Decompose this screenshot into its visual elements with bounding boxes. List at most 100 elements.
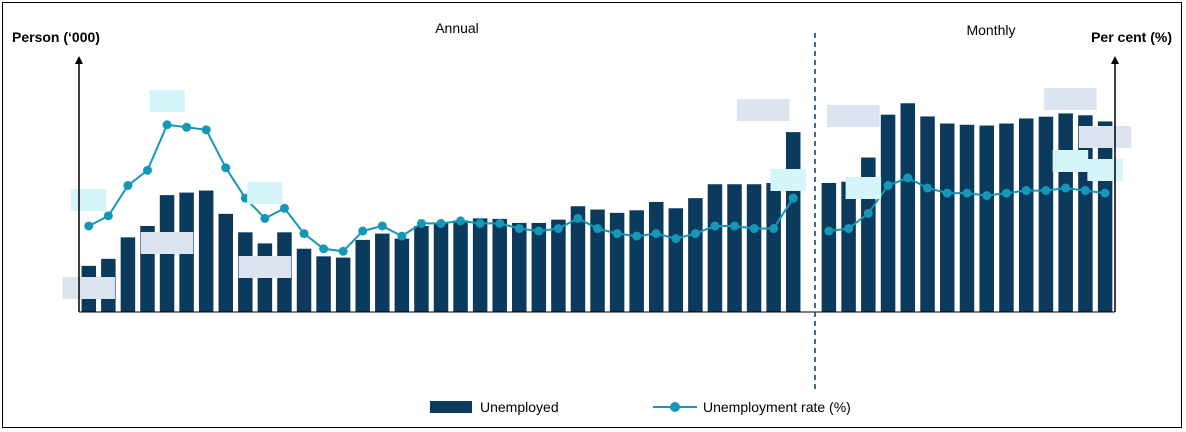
annual-rate-point [710,221,720,231]
monthly-rate-point [844,224,854,234]
monthly-rate-point [923,183,933,193]
annual-rate-point [456,216,466,226]
annual-bar [394,238,410,312]
annual-rate-point [632,231,642,241]
annual-bar [472,218,488,312]
monthly-rate-point [883,181,893,190]
legend-line-label: Unemployment rate (%) [703,399,851,415]
annual-rate-point [377,221,387,231]
annual-bar [375,233,390,312]
annual-rate-point [730,221,740,231]
monthly-rate-point [1021,186,1031,196]
annual-bar [609,212,625,312]
monthly-bar [920,116,935,312]
monthly-bar [1018,118,1034,312]
monthly-rate-point [824,226,834,236]
annual-bar [492,218,507,312]
legend-line-marker [670,402,680,412]
annual-bar [766,182,781,312]
monthly-bar [841,181,856,312]
annual-bar [727,184,742,312]
annual-bar [316,256,331,312]
bar-value-label-box [1044,88,1097,110]
annual-rate-point [553,224,563,234]
monthly-rate-point [1041,186,1051,196]
bar-value-label-box [736,99,790,121]
right-axis-title: Per cent (%) [1091,29,1172,45]
annual-rate-point [436,218,446,228]
annual-bar [629,210,644,312]
rate-value-label-box [71,189,107,211]
annual-rate-point [358,226,368,236]
rate-value-label-box [247,182,283,204]
annual-bar [551,219,566,312]
annual-rate-point [201,125,211,135]
annual-bar [785,132,801,312]
annual-rate-point [319,244,329,254]
monthly-bar [1058,113,1073,313]
annual-bar [335,257,351,312]
monthly-rate-point [1080,186,1090,196]
annual-rate-point [690,229,700,239]
annual-rate-point [612,229,622,239]
annual-rate-point [769,224,779,234]
annual-rate-point [514,224,524,234]
annual-rate-point [475,218,485,228]
annual-bar [590,209,605,312]
annual-bar [433,223,449,312]
annual-bar [355,239,370,312]
annual-bar [414,225,429,312]
rate-value-label-box [770,169,806,191]
monthly-rate-point [982,191,992,201]
monthly-rate-point [903,173,913,183]
rate-value-label-box [1087,159,1123,181]
monthly-bar [1038,116,1054,313]
monthly-bar [979,125,994,312]
monthly-rate-point [1061,183,1071,193]
annual-rate-point [142,165,152,175]
rate-value-label-box [1052,150,1089,172]
bar-value-label-box [238,256,292,278]
annual-rate-point [182,122,192,132]
monthly-rate-point [1100,188,1110,198]
annual-bar [531,222,547,312]
annual-rate-point [573,213,583,223]
monthly-rate-point [962,188,972,198]
annual-rate-point [397,231,407,241]
monthly-bar [821,182,837,312]
annual-rate-point [123,181,133,190]
annual-rate-point [103,211,113,221]
annual-bar [218,213,234,312]
annual-bar [512,222,527,312]
annual-rate-point [84,221,94,231]
bar-value-label-box [140,232,194,254]
annual-rate-point [162,120,172,130]
annual-rate-point [749,224,759,234]
annual-rate-point [651,229,661,239]
annual-rate-point [593,224,603,234]
annual-rate-point [534,226,544,236]
monthly-section-title: Monthly [966,22,1015,38]
right-axis-arrow [1111,56,1119,64]
legend: Unemployed Unemployment rate (%) [430,399,851,415]
monthly-bar [880,114,896,312]
rate-value-label-box [149,90,185,112]
bar-value-label-box [827,105,880,127]
annual-rate-point [279,203,289,213]
annual-bar [688,198,703,312]
monthly-bar [959,124,975,312]
annual-rate-point [671,234,681,244]
annual-bar [453,220,468,312]
annual-section-title: Annual [435,20,479,36]
annual-rate-point [299,229,309,239]
annual-bar [648,201,664,312]
annual-bar [120,237,136,312]
annual-rate-point [416,218,426,228]
annual-rate-point [221,163,231,173]
annual-rate-point [788,193,798,203]
annual-bar [570,206,586,312]
annual-rate-point [260,213,270,223]
monthly-rate-point [1001,188,1011,198]
